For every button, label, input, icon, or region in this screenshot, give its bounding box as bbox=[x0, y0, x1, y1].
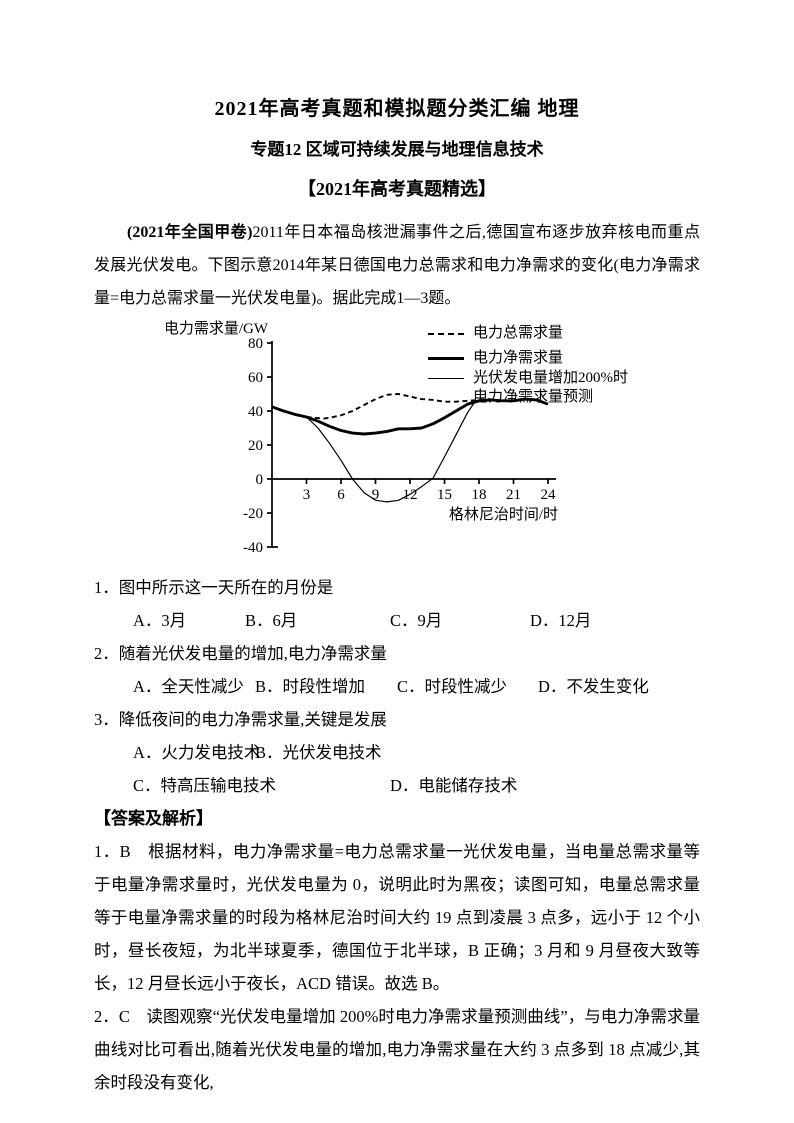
chart-canvas: 80 60 40 20 0 -20 -40 3 6 9 12 15 18 21 24 电力需求量/GW 格林尼治… bbox=[166, 320, 558, 556]
question-stem: 2．随着光伏发电量的增加,电力净需求量 bbox=[94, 644, 387, 663]
options-row: A．火力发电技术 B．光伏发电技术 bbox=[94, 736, 700, 769]
option-2d: D．不发生变化 bbox=[538, 677, 649, 696]
options-row: A．3月 B．6月 C．9月 D．12月 bbox=[94, 604, 700, 637]
legend-item-forecast: 光伏发电量增加200%时 电力净需求量预测 bbox=[428, 369, 628, 407]
option-3b: B．光伏发电技术 bbox=[255, 743, 382, 762]
answers-header: 【答案及解析】 bbox=[94, 809, 213, 828]
svg-text:20: 20 bbox=[248, 438, 263, 454]
option-3d: D．电能储存技术 bbox=[390, 776, 518, 795]
legend-label: 电力总需求量 bbox=[473, 325, 564, 341]
option-2a: A．全天性减少 bbox=[133, 677, 244, 696]
option-1d: D．12月 bbox=[530, 611, 592, 630]
option-1b: B．6月 bbox=[245, 611, 298, 630]
thin-line-icon bbox=[428, 378, 464, 379]
svg-text:6: 6 bbox=[337, 487, 345, 503]
legend-label: 光伏发电量增加200%时 电力净需求量预测 bbox=[473, 370, 628, 405]
svg-text:18: 18 bbox=[472, 487, 487, 503]
legend-item-net-demand: 电力净需求量 bbox=[428, 349, 628, 368]
option-2b: B．时段性增加 bbox=[255, 677, 366, 696]
option-1c: C．9月 bbox=[390, 611, 443, 630]
svg-text:40: 40 bbox=[248, 404, 263, 420]
intro-paragraph: (2021年全国甲卷)2011年日本福岛核泄漏事件之后,德国宣布逐步放弃核电而重… bbox=[94, 216, 700, 315]
legend-item-total-demand: 电力总需求量 bbox=[428, 324, 628, 343]
svg-text:9: 9 bbox=[372, 487, 380, 503]
svg-text:0: 0 bbox=[256, 472, 264, 488]
svg-text:80: 80 bbox=[248, 336, 263, 352]
options-row: A．全天性减少 B．时段性增加 C．时段性减少 D．不发生变化 bbox=[94, 670, 700, 703]
section-header: 【2021年高考真题精选】 bbox=[298, 179, 496, 199]
question-1: 1．图中所示这一天所在的月份是 A．3月 B．6月 C．9月 D．12月 bbox=[94, 571, 700, 637]
page-subtitle: 专题12 区域可持续发展与地理信息技术 bbox=[250, 140, 544, 159]
svg-text:15: 15 bbox=[437, 487, 452, 503]
exam-source-tag: (2021年全国甲卷) bbox=[127, 224, 253, 241]
intro-text: 2011年日本福岛核泄漏事件之后,德国宣布逐步放弃核电而重点发展光伏发电。下图示… bbox=[94, 224, 700, 307]
answer-explanation-1: 1．B 根据材料，电力净需求量=电力总需求量一光伏发电量，当电量总需求量等于电量… bbox=[94, 842, 700, 993]
svg-text:60: 60 bbox=[248, 370, 263, 386]
svg-text:24: 24 bbox=[541, 487, 557, 503]
svg-text:21: 21 bbox=[506, 487, 521, 503]
svg-text:电力需求量/GW: 电力需求量/GW bbox=[166, 320, 269, 337]
question-3: 3．降低夜间的电力净需求量,关键是发展 A．火力发电技术 B．光伏发电技术 C．… bbox=[94, 703, 700, 802]
svg-text:3: 3 bbox=[303, 487, 311, 503]
option-2c: C．时段性减少 bbox=[397, 677, 508, 696]
legend-label: 电力净需求量 bbox=[473, 350, 564, 366]
svg-text:-20: -20 bbox=[243, 506, 263, 522]
page-title: 2021年高考真题和模拟题分类汇编 地理 bbox=[214, 98, 580, 120]
option-1a: A．3月 bbox=[133, 611, 187, 630]
svg-text:12: 12 bbox=[403, 487, 418, 503]
svg-text:-40: -40 bbox=[243, 540, 263, 556]
chart-legend: 电力总需求量 电力净需求量 光伏发电量增加200%时 电力净需求量预测 bbox=[428, 324, 628, 407]
questions-section: 1．图中所示这一天所在的月份是 A．3月 B．6月 C．9月 D．12月 2．随… bbox=[94, 571, 700, 1099]
options-row: C．特高压输电技术 D．电能储存技术 bbox=[94, 769, 700, 802]
question-2: 2．随着光伏发电量的增加,电力净需求量 A．全天性减少 B．时段性增加 C．时段… bbox=[94, 637, 700, 703]
answer-explanation-2: 2．C 读图观察“光伏发电量增加 200%时电力净需求量预测曲线”，与电力净需求… bbox=[94, 1007, 700, 1092]
question-stem: 3．降低夜间的电力净需求量,关键是发展 bbox=[94, 710, 387, 729]
thick-line-icon bbox=[428, 357, 464, 360]
dashed-line-icon bbox=[428, 332, 464, 335]
svg-text:格林尼治时间/时: 格林尼治时间/时 bbox=[449, 506, 558, 523]
power-demand-chart: 80 60 40 20 0 -20 -40 3 6 9 12 15 18 21 24 电力需求量/GW 格林尼治… bbox=[166, 319, 726, 569]
option-3a: A．火力发电技术 bbox=[133, 743, 261, 762]
option-3c: C．特高压输电技术 bbox=[133, 776, 277, 795]
question-stem: 1．图中所示这一天所在的月份是 bbox=[94, 578, 334, 597]
